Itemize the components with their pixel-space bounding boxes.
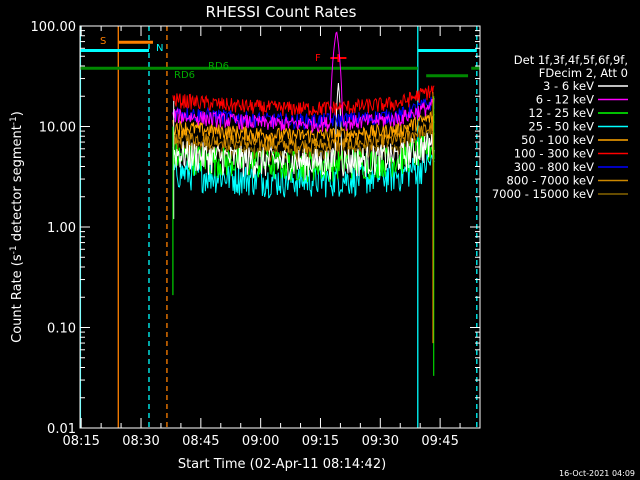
legend-entry-label: 50 - 100 keV: [521, 133, 594, 147]
legend-header-line: Det 1f,3f,4f,5f,6f,9f,: [514, 53, 628, 67]
series-line-2: [172, 135, 435, 183]
series-line-7: [172, 118, 435, 154]
y-tick-label: 0.10: [47, 322, 76, 337]
annotation-label-rd6: RD6: [174, 70, 195, 81]
y-axis-label-part-2: detector segment: [10, 125, 25, 245]
y-tick-label: 0.01: [47, 422, 76, 437]
legend-entry-label: 7000 - 15000 keV: [492, 187, 594, 201]
x-axis-label: Start Time (02-Apr-11 08:14:42): [178, 457, 386, 472]
x-tick-label: 09:30: [362, 434, 399, 449]
y-axis-label-superscript-2: -1: [9, 116, 19, 125]
annotation-label-n: N: [156, 43, 163, 54]
x-tick-label: 08:30: [122, 434, 159, 449]
legend-header-line: FDecim 2, Att 0: [539, 66, 628, 80]
legend-entry-label: 6 - 12 keV: [536, 93, 594, 107]
y-axis-label-part-1: Count Rate (s: [10, 254, 25, 343]
legend: Det 1f,3f,4f,5f,6f,9f,FDecim 2, Att 03 -…: [492, 53, 628, 201]
x-tick-label: 09:45: [421, 434, 458, 449]
y-tick-label: 10.00: [39, 121, 76, 136]
legend-entry-label: 12 - 25 keV: [528, 106, 594, 120]
y-tick-label: 100.00: [31, 20, 77, 35]
annotation-label-s: S: [100, 36, 106, 47]
legend-entry-label: 800 - 7000 keV: [506, 174, 594, 188]
y-tick-label: 1.00: [47, 221, 76, 236]
series-line-5: [172, 85, 435, 117]
legend-entry-label: 3 - 6 keV: [543, 79, 594, 93]
y-axis-label-part-3: ): [10, 111, 25, 116]
y-axis-label: Count Rate (s-1 detector segment-1): [9, 111, 25, 343]
legend-entry-label: 100 - 300 keV: [514, 147, 594, 161]
annotation-label-rd6: RD6: [208, 61, 229, 72]
x-tick-label: 08:15: [62, 434, 99, 449]
x-tick-label: 09:15: [302, 434, 339, 449]
chart-title: RHESSI Count Rates: [206, 3, 357, 21]
series-line-1: [172, 31, 435, 134]
date-stamp: 16-Oct-2021 04:09: [559, 469, 635, 478]
legend-entry-label: 25 - 50 keV: [528, 120, 594, 134]
series-line-0: [172, 83, 435, 181]
x-tick-label: 08:45: [182, 434, 219, 449]
x-tick-label: 09:00: [242, 434, 279, 449]
y-axis-label-superscript-1: -1: [9, 245, 19, 254]
annotation-label-f: F: [315, 53, 321, 64]
legend-entry-label: 300 - 800 keV: [514, 160, 594, 174]
